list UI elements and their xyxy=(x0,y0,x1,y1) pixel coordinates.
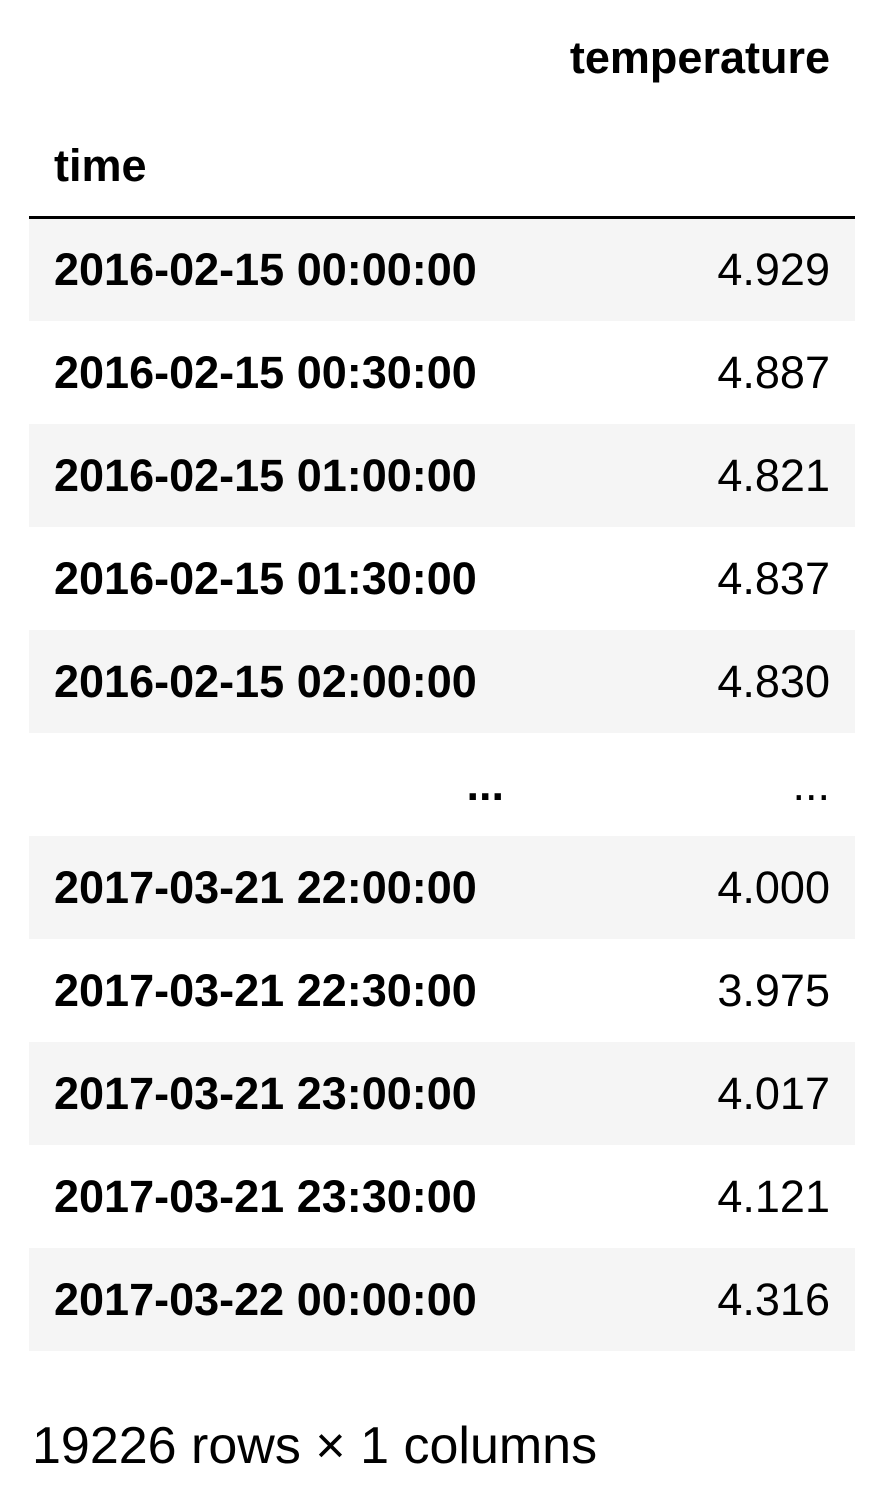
index-name-row: time xyxy=(29,114,855,219)
dataframe-output: temperature time 2016-02-15 00:00:00 4.9… xyxy=(29,0,855,1351)
row-index-label: 2017-03-21 22:00:00 xyxy=(54,861,477,913)
row-index-label: 2017-03-22 00:00:00 xyxy=(54,1273,477,1325)
row-index-label: 2016-02-15 00:30:00 xyxy=(54,346,477,398)
temperature-cell: 3.975 xyxy=(717,964,830,1016)
table-body: 2016-02-15 00:00:00 4.929 2016-02-15 00:… xyxy=(29,217,855,1351)
row-index-label: 2016-02-15 01:30:00 xyxy=(54,552,477,604)
shape-caption: 19226 rows × 1 columns xyxy=(32,1417,598,1475)
temperature-cell: 4.929 xyxy=(717,244,830,296)
table-row: 2016-02-15 01:30:00 4.837 xyxy=(29,527,855,630)
table-row: 2017-03-21 22:30:00 3.975 xyxy=(29,939,855,1042)
blank-corner-cell xyxy=(29,0,529,114)
temperature-cell: 4.821 xyxy=(717,449,830,501)
ellipsis-row: ... ... xyxy=(29,733,855,836)
row-index-label: 2017-03-21 23:30:00 xyxy=(54,1170,477,1222)
temperature-cell: 4.316 xyxy=(717,1273,830,1325)
row-index-label: 2016-02-15 02:00:00 xyxy=(54,655,477,707)
row-index-ellipsis: ... xyxy=(466,758,504,810)
temperature-cell: 4.017 xyxy=(717,1067,830,1119)
temperature-cell: 4.830 xyxy=(717,655,830,707)
table-header: temperature time xyxy=(29,0,855,219)
row-index-label: 2016-02-15 00:00:00 xyxy=(54,244,477,296)
temperature-cell: 4.121 xyxy=(717,1170,830,1222)
index-name-time: time xyxy=(29,114,529,219)
table-row: 2016-02-15 00:00:00 4.929 xyxy=(29,217,855,321)
column-header-row: temperature xyxy=(29,0,855,114)
table-row: 2016-02-15 02:00:00 4.830 xyxy=(29,629,855,733)
column-header-temperature: temperature xyxy=(569,31,830,83)
temperature-cell: 4.887 xyxy=(717,346,830,398)
table-row: 2017-03-22 00:00:00 4.316 xyxy=(29,1247,855,1351)
table-row: 2016-02-15 00:30:00 4.887 xyxy=(29,321,855,424)
table-row: 2017-03-21 22:00:00 4.000 xyxy=(29,835,855,939)
index-name-blank-cell xyxy=(529,114,855,219)
row-index-label: 2016-02-15 01:00:00 xyxy=(54,449,477,501)
table-row: 2017-03-21 23:00:00 4.017 xyxy=(29,1041,855,1145)
table-row: 2016-02-15 01:00:00 4.821 xyxy=(29,423,855,527)
row-index-label: 2017-03-21 22:30:00 xyxy=(54,964,477,1016)
dataframe-table: temperature time 2016-02-15 00:00:00 4.9… xyxy=(29,0,855,1351)
temperature-ellipsis: ... xyxy=(792,758,830,810)
temperature-cell: 4.000 xyxy=(717,861,830,913)
table-row: 2017-03-21 23:30:00 4.121 xyxy=(29,1145,855,1248)
row-index-label: 2017-03-21 23:00:00 xyxy=(54,1067,477,1119)
temperature-cell: 4.837 xyxy=(717,552,830,604)
